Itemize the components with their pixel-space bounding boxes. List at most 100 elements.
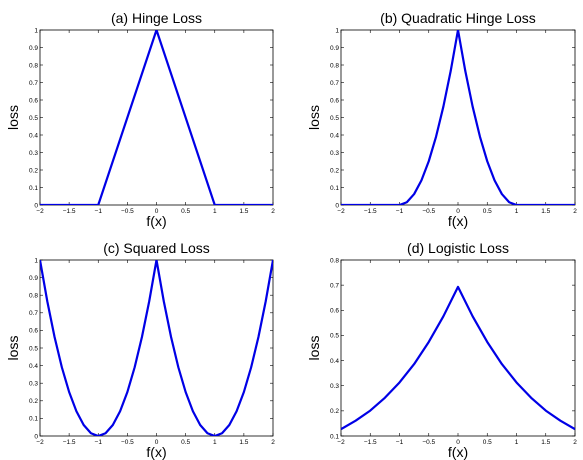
panel-3-x-tick-label: −2 <box>36 439 44 446</box>
panel-2-y-tick-label: 0 <box>335 202 339 209</box>
panel-2-x-tick-label: −1 <box>396 208 404 215</box>
panel-4-x-tick-label: 1 <box>515 439 519 446</box>
panel-1-loss-curve <box>40 30 273 205</box>
panel-1-x-tick-label: −1.5 <box>63 208 76 215</box>
panel-1-x-tick-label: −1 <box>95 208 103 215</box>
panel-1-y-tick-label: 0.2 <box>29 167 38 174</box>
panel-3-y-tick-label: 0.1 <box>29 416 38 423</box>
panel-4-y-axis-label: loss <box>306 336 322 361</box>
panel-3-y-tick-label: 1 <box>34 257 38 264</box>
panel-3-x-axis-label: f(x) <box>146 444 166 460</box>
panel-4-y-tick-label: 0.1 <box>330 433 339 440</box>
panel-1-y-tick-label: 0.5 <box>29 115 38 122</box>
panel-3-y-axis-label: loss <box>5 336 21 361</box>
panel-3-y-tick-label: 0.3 <box>29 381 38 388</box>
panel-1-y-axis-label: loss <box>5 105 21 130</box>
panel-1-x-tick-label: −2 <box>36 208 44 215</box>
panel-3-loss-curve <box>40 260 273 436</box>
panel-3-x-tick-label: −1.5 <box>63 439 76 446</box>
panel-2-y-tick-label: 0.1 <box>330 185 339 192</box>
panel-1-x-tick-label: 1 <box>213 208 217 215</box>
panel-2: −2 −1.5 −1 −0.5 0 0.5 1 1.5 2 0 0.1 0.2 0.3 0.4 0.5 0.6… <box>306 10 577 229</box>
panel-4-title: (d) Logistic Loss <box>407 240 509 256</box>
panel-3: −2 −1.5 −1 −0.5 0 0.5 1 1.5 2 0 0.1 0.2 0.3 0.4 0.5 0.6… <box>5 240 275 460</box>
panel-4-y-tick-label: 0.3 <box>330 383 339 390</box>
panel-2-loss-curve <box>341 30 575 205</box>
panel-2-x-tick-label: 0 <box>456 208 460 215</box>
panel-4-y-tick-label: 0.6 <box>330 308 339 315</box>
panel-1-x-tick-label: 0 <box>155 208 159 215</box>
panel-1-x-tick-label: 1.5 <box>239 208 248 215</box>
panel-2-y-tick-label: 0.8 <box>330 62 339 69</box>
panel-2-y-tick-label: 0.9 <box>330 45 339 52</box>
panel-3-y-tick-label: 0.8 <box>29 293 38 300</box>
panel-1: −2 −1.5 −1 −0.5 0 0.5 1 1.5 2 0 0.1 0.2 0.3 0.4 0.5 0.6… <box>5 10 275 229</box>
panel-3-y-tick-label: 0.9 <box>29 275 38 282</box>
panel-4: −2 −1.5 −1 −0.5 0 0.5 1 1.5 2 0.1 0.2 0.3 0.4 0.5 0.6 0… <box>306 240 577 460</box>
panel-2-y-tick-label: 0.5 <box>330 115 339 122</box>
panel-3-x-tick-label: 1.5 <box>239 439 248 446</box>
panel-2-x-tick-label: −1.5 <box>364 208 377 215</box>
panel-3-y-tick-label: 0.5 <box>29 345 38 352</box>
panel-3-y-tick-label: 0 <box>34 433 38 440</box>
panel-3-y-tick-label: 0.6 <box>29 328 38 335</box>
panel-4-loss-curve <box>341 285 575 431</box>
panel-4-x-tick-label: −2 <box>337 439 345 446</box>
panel-4-x-tick-label: 2 <box>573 439 577 446</box>
panel-1-y-tick-label: 0.1 <box>29 185 38 192</box>
panel-2-y-axis-label: loss <box>306 105 322 130</box>
panel-2-x-tick-label: 0.5 <box>483 208 492 215</box>
panel-3-y-tick-label: 0.7 <box>29 310 38 317</box>
panel-2-y-tick-label: 0.4 <box>330 132 339 139</box>
panel-2-y-tick-label: 0.6 <box>330 97 339 104</box>
panel-2-x-axis-label: f(x) <box>448 213 468 229</box>
panel-4-x-axis-label: f(x) <box>448 444 468 460</box>
panel-3-x-tick-label: 1 <box>213 439 217 446</box>
panel-3-x-tick-label: −0.5 <box>121 439 134 446</box>
panel-4-x-tick-label: 0 <box>456 439 460 446</box>
panel-2-y-tick-label: 1 <box>335 27 339 34</box>
panel-4-x-tick-label: −0.5 <box>422 439 435 446</box>
panel-3-x-tick-label: −1 <box>95 439 103 446</box>
panel-1-y-tick-label: 0.3 <box>29 150 38 157</box>
panel-1-x-tick-label: 0.5 <box>181 208 190 215</box>
panel-1-y-tick-label: 0.4 <box>29 132 38 139</box>
panel-2-y-tick-label: 0.2 <box>330 167 339 174</box>
panel-4-x-tick-label: −1 <box>396 439 404 446</box>
panel-4-y-tick-label: 0.8 <box>330 257 339 264</box>
panel-1-x-tick-label: −0.5 <box>121 208 134 215</box>
panel-3-x-tick-label: 2 <box>271 439 275 446</box>
panel-2-y-tick-label: 0.3 <box>330 150 339 157</box>
panel-1-y-tick-label: 0.8 <box>29 62 38 69</box>
panel-3-x-tick-label: 0.5 <box>181 439 190 446</box>
panel-3-x-tick-label: 0 <box>155 439 159 446</box>
panel-4-x-tick-label: −1.5 <box>364 439 377 446</box>
panel-2-x-tick-label: 1.5 <box>541 208 550 215</box>
panel-3-y-tick-label: 0.4 <box>29 363 38 370</box>
panel-1-x-axis-label: f(x) <box>146 213 166 229</box>
panel-1-y-tick-label: 0.7 <box>29 80 38 87</box>
panel-1-y-tick-label: 1 <box>34 27 38 34</box>
panel-2-x-tick-label: −0.5 <box>422 208 435 215</box>
panel-2-plot-frame <box>340 29 576 206</box>
panel-4-y-tick-label: 0.2 <box>330 408 339 415</box>
panel-4-y-tick-label: 0.5 <box>330 333 339 340</box>
panel-1-y-tick-label: 0.9 <box>29 45 38 52</box>
panel-4-x-tick-label: 0.5 <box>483 439 492 446</box>
panel-2-y-tick-label: 0.7 <box>330 80 339 87</box>
panel-4-y-tick-label: 0.7 <box>330 282 339 289</box>
panel-1-y-tick-label: 0 <box>34 202 38 209</box>
panel-1-title: (a) Hinge Loss <box>111 10 202 26</box>
panel-1-x-tick-label: 2 <box>271 208 275 215</box>
panel-2-x-tick-label: 1 <box>515 208 519 215</box>
panel-4-x-tick-label: 1.5 <box>541 439 550 446</box>
panel-2-x-tick-label: 2 <box>573 208 577 215</box>
panel-1-plot-frame <box>39 29 274 206</box>
panel-3-title: (c) Squared Loss <box>103 240 210 256</box>
panel-1-y-tick-label: 0.6 <box>29 97 38 104</box>
panel-3-y-tick-label: 0.2 <box>29 398 38 405</box>
panel-4-y-tick-label: 0.4 <box>330 358 339 365</box>
panel-2-title: (b) Quadratic Hinge Loss <box>380 10 536 26</box>
panel-2-x-tick-label: −2 <box>337 208 345 215</box>
